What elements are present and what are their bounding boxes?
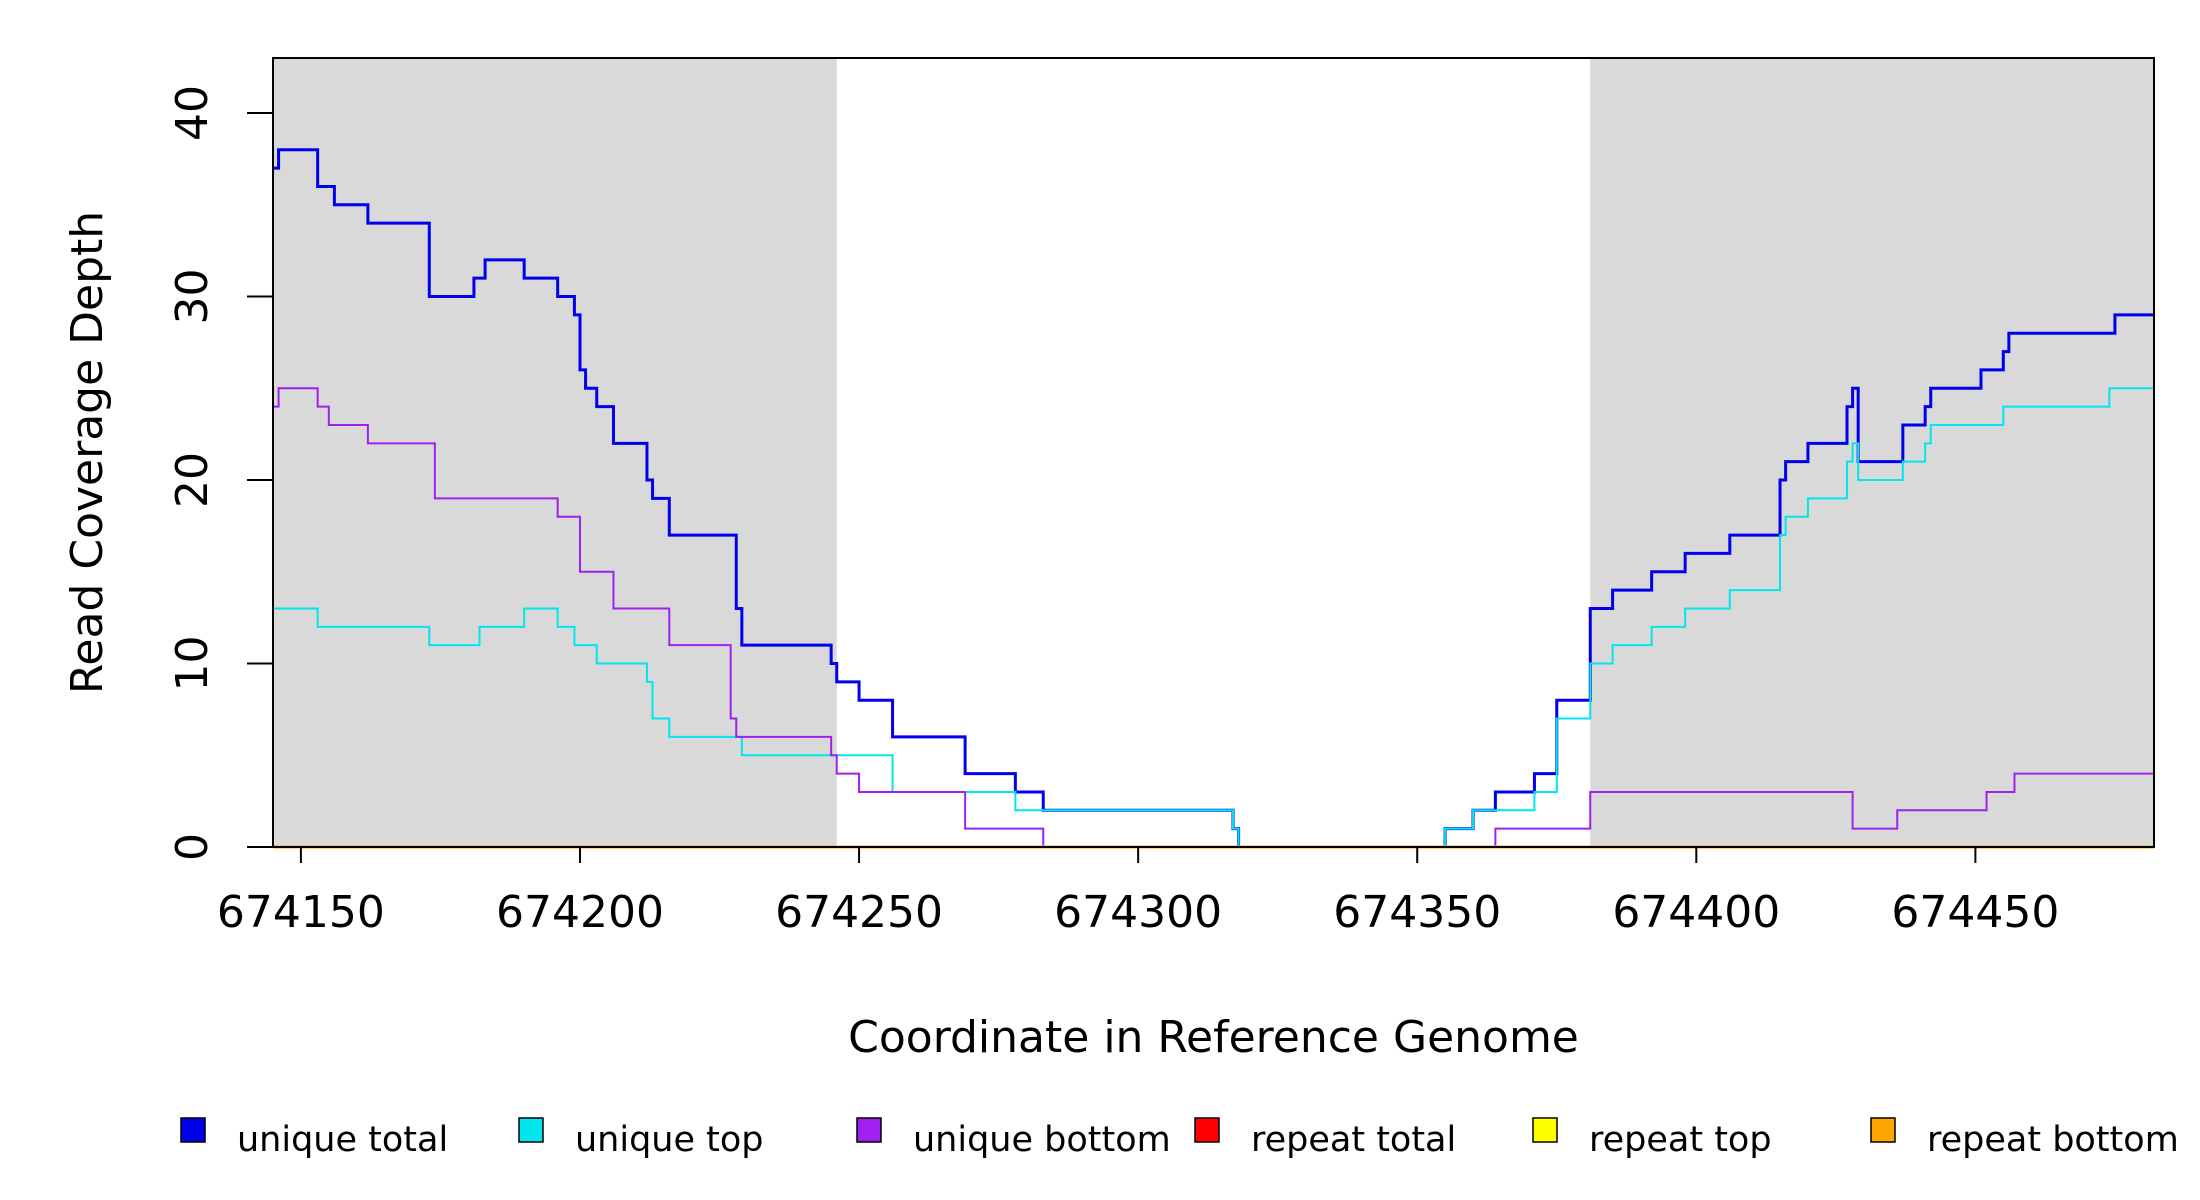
shaded-region-2 bbox=[1590, 58, 2154, 847]
x-tick-label: 674450 bbox=[1891, 887, 2059, 938]
x-tick-label: 674300 bbox=[1054, 887, 1222, 938]
y-tick-label: 0 bbox=[167, 833, 218, 861]
shaded-regions bbox=[273, 58, 2154, 847]
legend: unique total unique top unique bottom repea… bbox=[180, 1117, 2179, 1160]
y-tick-label: 10 bbox=[167, 636, 218, 692]
legend-swatch-unique-top bbox=[518, 1117, 544, 1143]
legend-label-repeat-bottom: repeat bottom bbox=[1927, 1120, 2179, 1160]
x-tick-label: 674400 bbox=[1612, 887, 1780, 938]
legend-swatch-repeat-bottom bbox=[1870, 1117, 1896, 1143]
legend-label-unique-total: unique total bbox=[237, 1120, 448, 1160]
y-axis: 0 10 20 30 40 bbox=[167, 85, 273, 861]
y-axis-title: Read Coverage Depth bbox=[62, 211, 113, 694]
legend-label-repeat-top: repeat top bbox=[1589, 1120, 1772, 1160]
legend-swatch-unique-total bbox=[180, 1117, 206, 1143]
x-axis-title: Coordinate in Reference Genome bbox=[848, 1012, 1579, 1063]
series-unique-top bbox=[273, 387, 2154, 848]
legend-label-unique-top: unique top bbox=[575, 1120, 764, 1160]
shaded-region-1 bbox=[273, 58, 837, 847]
series-unique-bottom bbox=[273, 387, 2154, 848]
x-tick-label: 674200 bbox=[496, 887, 664, 938]
x-tick-label: 674350 bbox=[1333, 887, 1501, 938]
legend-swatch-repeat-total bbox=[1194, 1117, 1220, 1143]
y-tick-label: 30 bbox=[167, 269, 218, 325]
x-tick-label: 674150 bbox=[217, 887, 385, 938]
x-axis: 674150 674200 674250 674300 674350 674400 6744… bbox=[217, 847, 2059, 938]
legend-swatch-repeat-top bbox=[1532, 1117, 1558, 1143]
plot-frame bbox=[272, 57, 2155, 848]
legend-label-unique-bottom: unique bottom bbox=[913, 1120, 1171, 1160]
legend-swatch-unique-bottom bbox=[856, 1117, 882, 1143]
x-tick-label: 674250 bbox=[775, 887, 943, 938]
y-tick-label: 40 bbox=[167, 85, 218, 141]
legend-label-repeat-total: repeat total bbox=[1251, 1120, 1456, 1160]
y-tick-label: 20 bbox=[167, 452, 218, 508]
